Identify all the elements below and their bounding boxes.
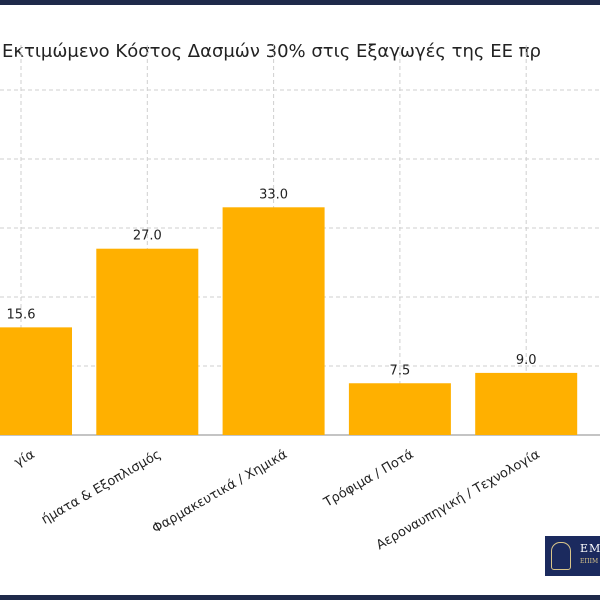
category-label: ήματα & Εξοπλισμός: [39, 447, 164, 528]
value-label: 33.0: [259, 187, 288, 202]
emblem-icon: [551, 542, 571, 570]
logo-subtext: ΕΠΙΜ: [580, 558, 599, 565]
category-label: Φαρμακευτικά / Χημικά: [150, 447, 290, 537]
value-labels: 15.6 27.0 33.0 7.5 9.0: [7, 187, 537, 378]
category-label: γία: [12, 447, 37, 470]
bar: [0, 327, 72, 435]
value-label: 27.0: [133, 229, 162, 244]
logo-text: ΕΜ: [580, 542, 600, 555]
bars: [0, 207, 578, 435]
bar: [475, 372, 578, 435]
chart-frame: Εκτιμώμενο Κόστος Δασμών 30% στις Εξαγωγ…: [0, 5, 600, 595]
value-label: 9.0: [516, 353, 537, 368]
publisher-logo: ΕΜ ΕΠΙΜ: [545, 536, 600, 576]
bar: [222, 207, 325, 435]
value-label: 15.6: [7, 307, 36, 322]
chart-title: Εκτιμώμενο Κόστος Δασμών 30% στις Εξαγωγ…: [2, 41, 541, 62]
bar: [348, 383, 451, 435]
bar-chart: Εκτιμώμενο Κόστος Δασμών 30% στις Εξαγωγ…: [0, 41, 600, 553]
value-label: 7.5: [390, 363, 411, 378]
bar: [96, 248, 199, 435]
category-label: Τρόφιμα / Ποτά: [321, 447, 417, 511]
